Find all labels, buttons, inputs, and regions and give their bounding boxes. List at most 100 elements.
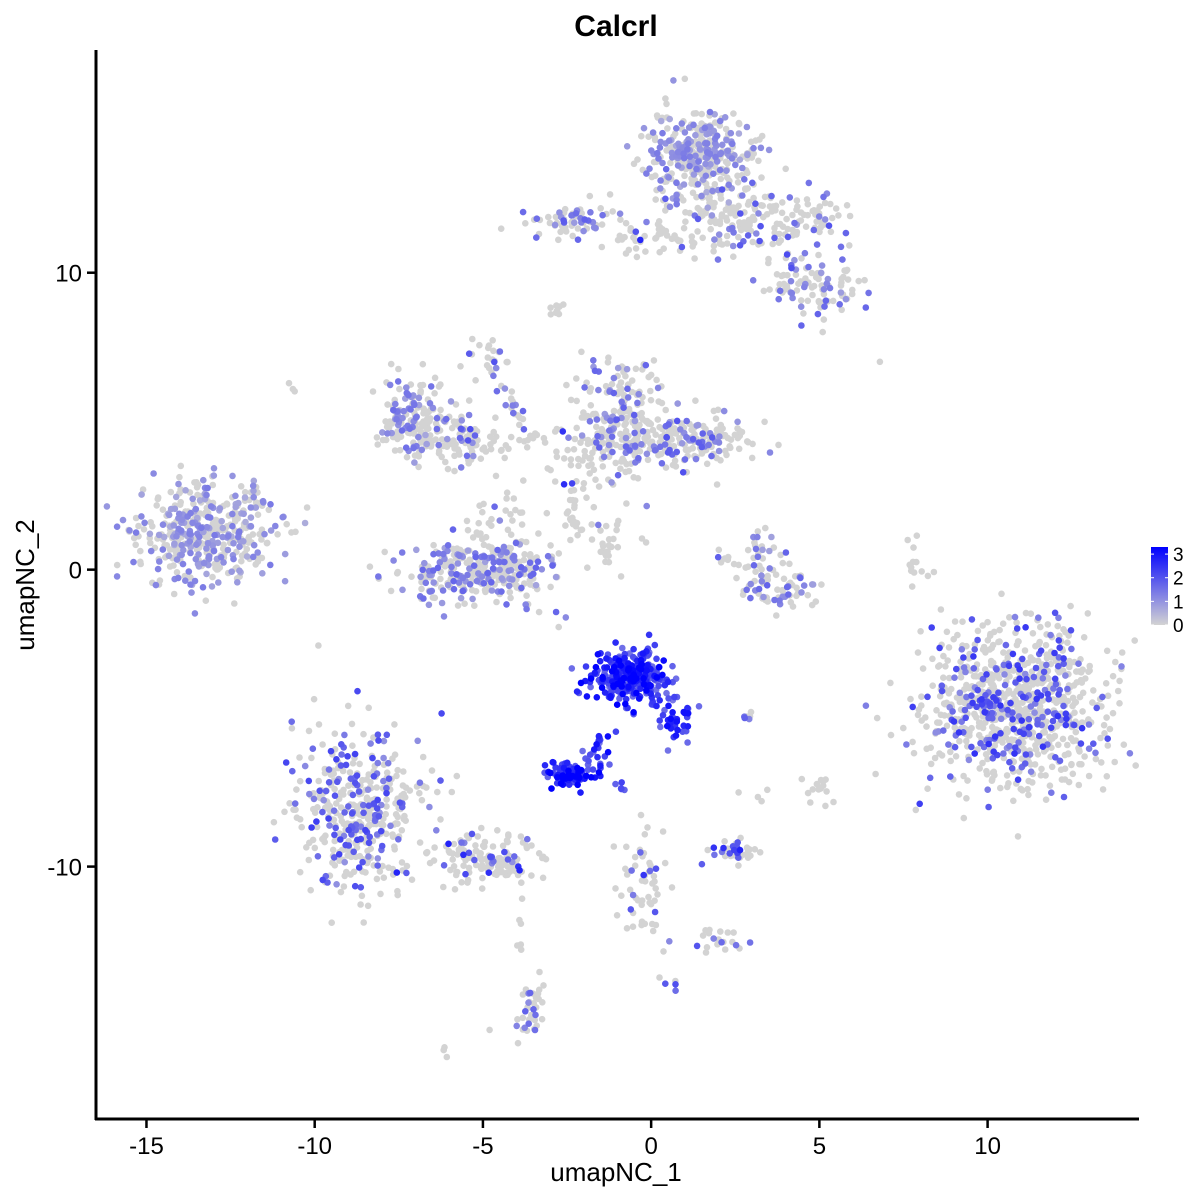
cell-point [728, 155, 736, 162]
cell-point [673, 191, 680, 199]
cell-point [1062, 672, 1069, 679]
cell-point [656, 697, 663, 704]
cell-point [1052, 680, 1060, 688]
cell-point [306, 839, 313, 847]
cell-point [744, 151, 751, 159]
cell-point [594, 432, 601, 440]
cell-point [344, 852, 352, 859]
cell-point [392, 400, 399, 408]
cell-point [782, 549, 790, 556]
cell-point [1037, 623, 1044, 631]
cell-point [585, 462, 592, 470]
cell-point [507, 594, 514, 602]
cell-point [440, 883, 447, 891]
cell-point [703, 944, 711, 951]
cell-point [658, 460, 666, 467]
cell-point [689, 435, 697, 443]
cell-point [1042, 772, 1049, 779]
cell-point [426, 803, 433, 811]
cell-point [509, 517, 516, 524]
cell-point [150, 470, 157, 477]
cell-point [551, 478, 559, 485]
cell-point [923, 745, 930, 753]
cell-point [176, 473, 183, 481]
cell-point [910, 569, 918, 576]
cell-point [349, 760, 357, 767]
cell-point [467, 425, 474, 433]
cell-point [1013, 619, 1020, 626]
cell-point [798, 775, 806, 783]
cell-point [758, 578, 766, 585]
cell-point [638, 901, 645, 909]
cell-point [483, 362, 491, 369]
cell-point [580, 227, 587, 235]
cell-point [766, 565, 773, 572]
cell-point [553, 425, 561, 433]
cell-point [240, 538, 247, 545]
cell-point [395, 836, 402, 843]
cell-point [612, 728, 620, 735]
cell-point [1103, 647, 1111, 655]
cell-point [784, 233, 792, 241]
cell-point [364, 814, 372, 822]
cell-point [730, 110, 737, 117]
cell-point [160, 533, 168, 541]
cell-point [595, 521, 602, 529]
cell-point [423, 425, 431, 433]
cell-point [974, 627, 982, 635]
cell-point [747, 594, 754, 602]
cell-point [365, 802, 373, 809]
cell-point [250, 493, 257, 501]
cell-point [938, 687, 946, 695]
cell-point [657, 177, 664, 184]
cell-point [744, 847, 752, 855]
cell-point [960, 664, 968, 671]
cell-point [1126, 750, 1134, 757]
cell-point [393, 570, 401, 577]
cell-point [209, 573, 216, 581]
cell-point [337, 836, 344, 843]
cell-point [385, 864, 392, 871]
cell-point [1008, 765, 1016, 772]
cell-point [1036, 706, 1044, 714]
cell-point [622, 468, 629, 476]
cell-point [319, 741, 326, 748]
cell-point [940, 652, 947, 660]
cell-point [415, 433, 422, 441]
cell-point [598, 425, 606, 433]
cell-point [390, 557, 397, 564]
cell-point [519, 1014, 527, 1022]
cell-point [730, 253, 737, 260]
cell-point [633, 689, 640, 697]
cell-point [607, 693, 614, 700]
cell-point [519, 208, 527, 216]
cell-point [931, 754, 939, 762]
cell-point [313, 823, 321, 831]
cell-point [680, 224, 688, 232]
cell-point [507, 531, 515, 538]
cell-point [444, 465, 452, 473]
cell-point [196, 533, 203, 541]
cell-point [415, 394, 423, 402]
cell-point [385, 775, 393, 782]
cell-point [707, 225, 714, 233]
cell-point [330, 854, 338, 861]
cell-point [1011, 750, 1018, 757]
cell-point [1070, 721, 1078, 729]
cell-point [140, 526, 148, 533]
cell-point [680, 154, 688, 162]
cell-point [587, 683, 594, 691]
colorbar-tick-label: 2 [1173, 569, 1184, 590]
cell-point [686, 162, 693, 170]
cell-point [402, 784, 410, 791]
cell-point [1055, 741, 1062, 749]
cell-point [964, 777, 971, 784]
cell-point [190, 500, 197, 508]
cell-point [1093, 704, 1100, 712]
cell-point [1067, 734, 1075, 742]
cell-point [330, 770, 338, 777]
cell-point [813, 241, 821, 248]
cell-point [578, 432, 586, 439]
cell-point [1045, 695, 1052, 703]
cell-point [812, 274, 820, 281]
